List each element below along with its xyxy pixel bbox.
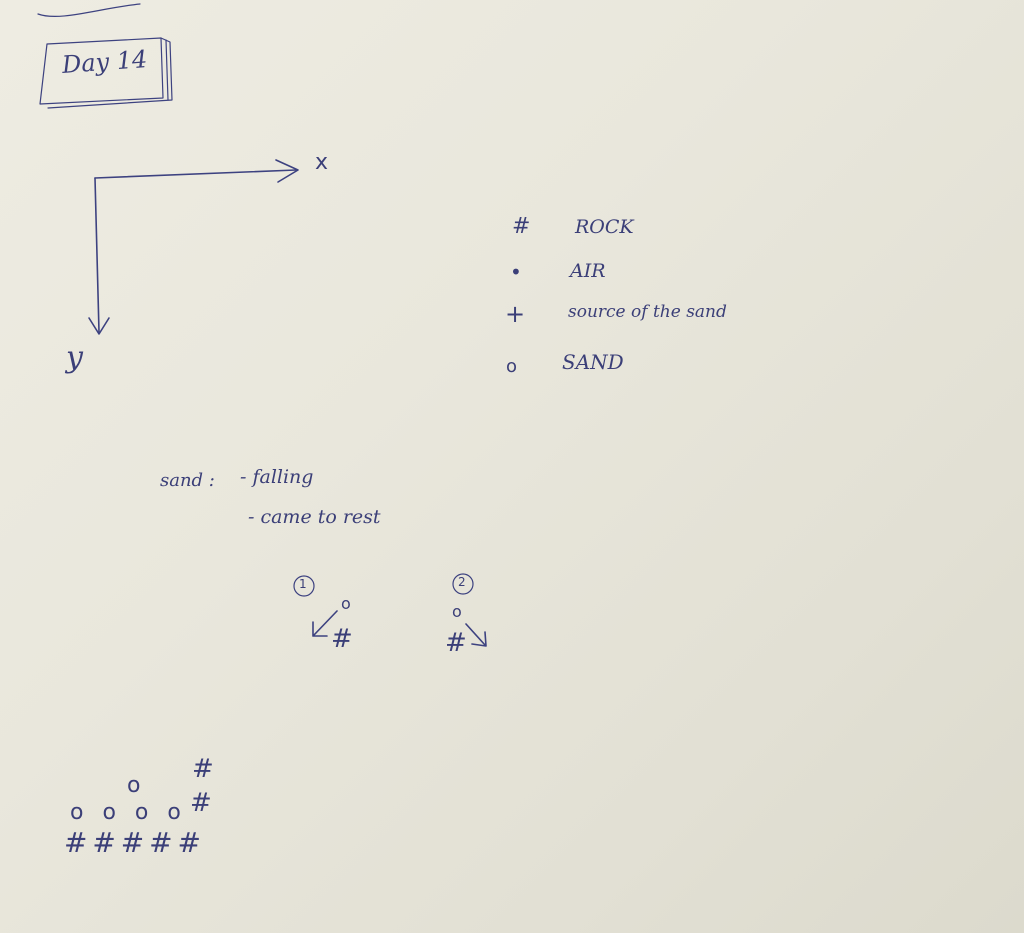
pile-sand-row: o o o o: [70, 800, 187, 825]
corner-scribble: [37, 3, 141, 17]
case-2-arrow: [465, 623, 487, 647]
case-1-number: 1: [299, 577, 307, 591]
legend-label-sand: SAND: [562, 350, 624, 374]
legend-symbol-air: •: [510, 260, 522, 284]
case-1-graphic: [293, 575, 338, 637]
notes-prefix: sand :: [160, 470, 215, 491]
legend-symbol-source: +: [505, 300, 526, 328]
x-axis-label: x: [315, 150, 329, 175]
case-2-number: 2: [458, 575, 466, 589]
legend-symbol-sand: o: [506, 356, 518, 377]
legend-symbol-rock: #: [512, 214, 531, 239]
case-1-number-circle: [293, 575, 315, 597]
case-1-sand: o: [341, 594, 351, 613]
case-2-sand: o: [452, 602, 462, 621]
case-2-rock: #: [445, 628, 467, 658]
x-axis-line: [94, 169, 297, 179]
case-1-arrow: [312, 610, 338, 637]
note-came-to-rest: - came to rest: [248, 506, 381, 528]
y-axis-arrowhead: [88, 317, 110, 335]
y-axis-label: y: [66, 340, 83, 375]
y-axis-line: [94, 177, 100, 333]
title-box: [39, 37, 173, 109]
case-2-graphic: [452, 573, 487, 647]
legend-label-source: source of the sand: [568, 302, 727, 322]
pile-wall-rock-top: #: [192, 754, 214, 784]
legend-label-air: AIR: [570, 260, 606, 282]
pile-wall-rock-mid: #: [190, 788, 212, 818]
x-axis-arrowhead: [275, 159, 299, 183]
page-title: Day 14: [61, 45, 149, 79]
note-falling: - falling: [240, 466, 314, 488]
case-1-rock: #: [331, 624, 353, 654]
legend-label-rock: ROCK: [575, 216, 634, 238]
case-2-number-circle: [452, 573, 474, 595]
pile-top-sand: o: [127, 773, 141, 798]
axes: [88, 159, 299, 335]
pile-rock-row: # # # # #: [64, 826, 201, 859]
